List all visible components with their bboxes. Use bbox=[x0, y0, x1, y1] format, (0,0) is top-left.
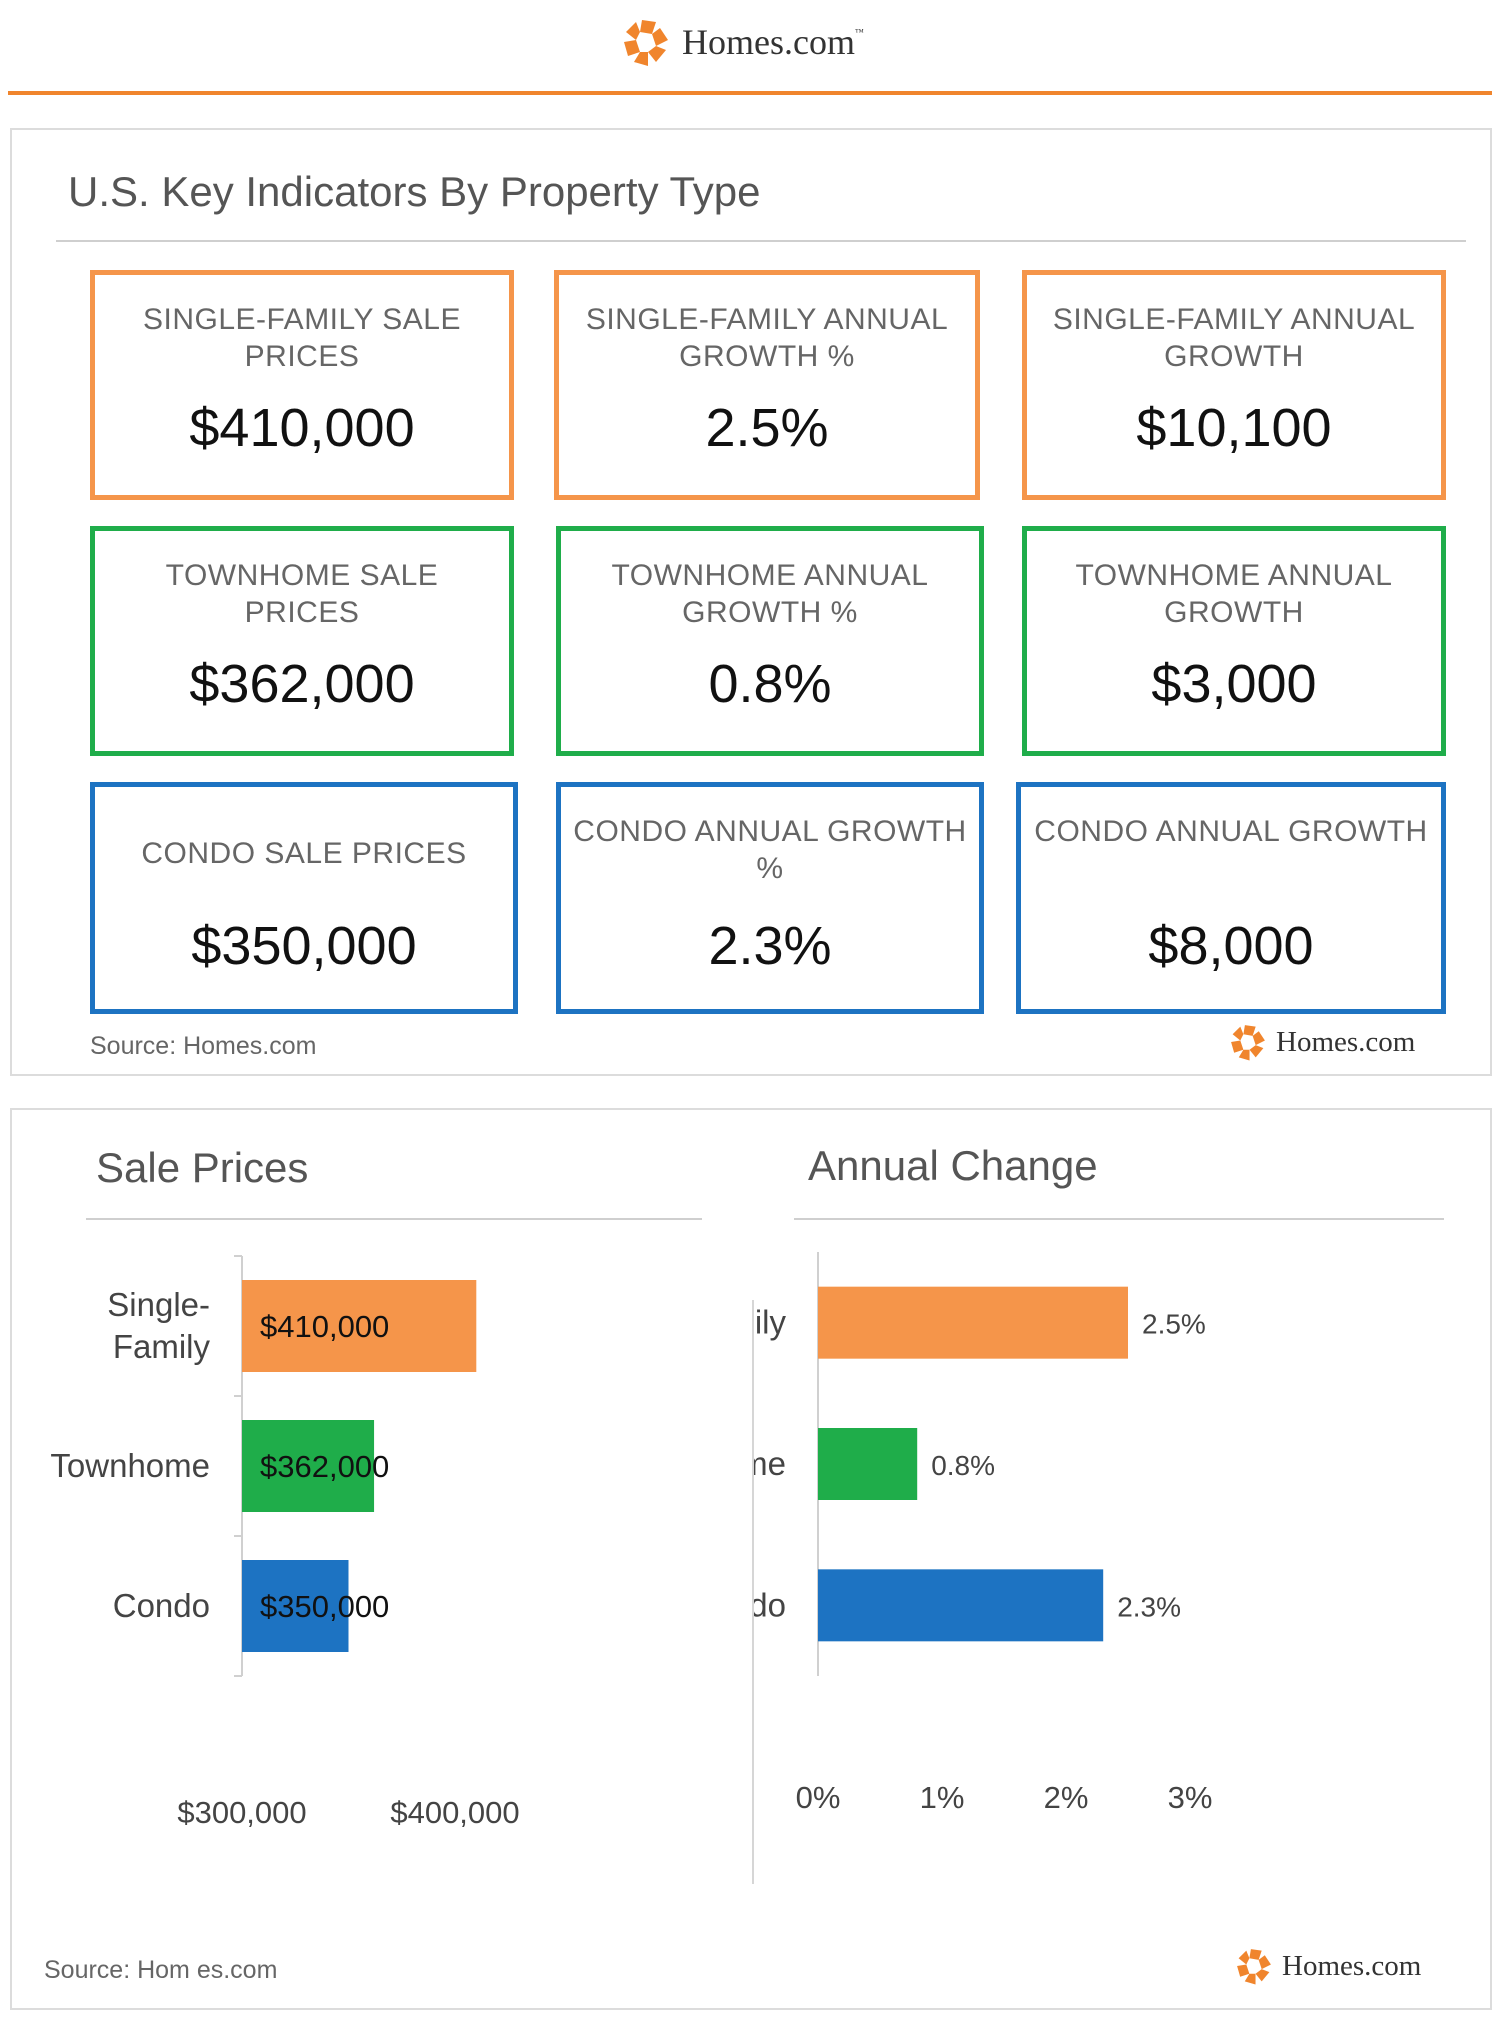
homes-logo-icon bbox=[1231, 1025, 1265, 1061]
kpi-source-note: Source: Homes.com bbox=[90, 1032, 317, 1060]
data-label: 2.5% bbox=[1142, 1309, 1206, 1340]
homes-logo-icon bbox=[624, 20, 668, 66]
data-label: $410,000 bbox=[260, 1309, 389, 1344]
category-label: Family bbox=[113, 1328, 211, 1365]
brand-name: Homes.com bbox=[1276, 1025, 1416, 1058]
kpi-card-townhome-growth: TOWNHOME ANNUAL GROWTH $3,000 bbox=[1022, 526, 1446, 756]
x-tick-label: 0% bbox=[796, 1780, 841, 1815]
kpi-card-townhome-sale-prices: TOWNHOME SALE PRICES $362,000 bbox=[90, 526, 514, 756]
data-label: $362,000 bbox=[260, 1449, 389, 1484]
header-divider bbox=[8, 91, 1492, 95]
kpi-card-value: 2.5% bbox=[705, 398, 829, 458]
kpi-card-value: $350,000 bbox=[191, 916, 417, 976]
page-header: Homes.com™ bbox=[0, 0, 1500, 95]
kpi-card-value: $410,000 bbox=[189, 398, 415, 458]
annual-change-title: Annual Change bbox=[808, 1142, 1098, 1189]
bar-condo bbox=[242, 1560, 349, 1652]
sale-prices-chart: Single- Family $410,000 Townhome $362,000 Con… bbox=[50, 1255, 520, 1830]
kpi-card-townhome-growth-pct: TOWNHOME ANNUAL GROWTH % 0.8% bbox=[556, 526, 984, 756]
category-label: Single- bbox=[107, 1286, 210, 1323]
brand-name: Homes.com bbox=[1282, 1949, 1422, 1982]
kpi-card-condo-growth-pct: CONDO ANNUAL GROWTH % 2.3% bbox=[556, 782, 984, 1014]
bar-townhome bbox=[818, 1428, 918, 1500]
charts-panel-logo: Homes.com bbox=[1234, 1946, 1421, 1986]
kpi-card-single-family-growth: SINGLE-FAMILY ANNUAL GROWTH $10,100 bbox=[1022, 270, 1446, 500]
category-label: Condo bbox=[754, 1586, 786, 1623]
kpi-card-value: 0.8% bbox=[708, 654, 832, 714]
homes-logo-icon bbox=[1237, 1949, 1271, 1985]
x-tick-label: 3% bbox=[1168, 1780, 1213, 1815]
annual-change-title-divider bbox=[794, 1218, 1444, 1220]
kpi-panel: U.S. Key Indicators By Property Type SIN… bbox=[10, 128, 1492, 1076]
sale-prices-title-divider bbox=[86, 1218, 702, 1220]
kpi-card-label: TOWNHOME ANNUAL GROWTH % bbox=[611, 559, 929, 629]
kpi-panel-title: U.S. Key Indicators By Property Type bbox=[68, 168, 761, 215]
header-logo[interactable]: Homes.com™ bbox=[620, 14, 864, 70]
kpi-card-value: $10,100 bbox=[1136, 398, 1332, 458]
kpi-title-divider bbox=[56, 240, 1466, 242]
annual-change-chart: Single-Family 2.5% Townhome 0.8% Condo 2.3% 0%… bbox=[754, 1252, 1213, 1815]
sale-prices-title: Sale Prices bbox=[96, 1144, 309, 1191]
kpi-card-label: SINGLE-FAMILY ANNUAL GROWTH bbox=[1052, 303, 1416, 373]
data-label: 2.3% bbox=[1117, 1591, 1181, 1622]
kpi-card-condo-sale-prices: CONDO SALE PRICES $350,000 bbox=[90, 782, 518, 1014]
header-brand-name: Homes.com™ bbox=[682, 22, 864, 62]
kpi-card-label: TOWNHOME SALE PRICES bbox=[165, 559, 439, 629]
chart-separator bbox=[752, 1300, 754, 1884]
kpi-card-value: $8,000 bbox=[1148, 916, 1314, 976]
x-tick-label: $400,000 bbox=[390, 1795, 519, 1830]
bar-condo bbox=[818, 1569, 1104, 1642]
kpi-card-label: TOWNHOME ANNUAL GROWTH bbox=[1075, 559, 1393, 629]
kpi-card-condo-growth: CONDO ANNUAL GROWTH $8,000 bbox=[1016, 782, 1446, 1014]
x-tick-label: $300,000 bbox=[177, 1795, 306, 1830]
category-label: Condo bbox=[113, 1587, 210, 1624]
kpi-card-label: CONDO ANNUAL GROWTH % bbox=[573, 815, 967, 885]
kpi-card-label: CONDO ANNUAL GROWTH bbox=[1034, 815, 1428, 848]
category-label: Townhome bbox=[50, 1447, 210, 1484]
kpi-panel-logo: Homes.com bbox=[1228, 1022, 1415, 1062]
kpi-card-single-family-sale-prices: SINGLE-FAMILY SALE PRICES $410,000 bbox=[90, 270, 514, 500]
data-label: 0.8% bbox=[931, 1450, 995, 1481]
kpi-card-value: 2.3% bbox=[708, 916, 832, 976]
kpi-card-value: $3,000 bbox=[1151, 654, 1317, 714]
kpi-card-label: SINGLE-FAMILY SALE PRICES bbox=[142, 303, 461, 373]
kpi-card-label: SINGLE-FAMILY ANNUAL GROWTH % bbox=[585, 303, 949, 373]
data-label: $350,000 bbox=[260, 1589, 389, 1624]
charts-panel: Sale Prices Annual Change Single- Family $… bbox=[10, 1108, 1492, 2010]
category-label: Townhome bbox=[754, 1445, 786, 1482]
kpi-card-label: CONDO SALE PRICES bbox=[141, 837, 467, 870]
category-label: Single-Family bbox=[754, 1304, 786, 1341]
x-tick-label: 2% bbox=[1044, 1780, 1089, 1815]
kpi-card-single-family-growth-pct: SINGLE-FAMILY ANNUAL GROWTH % 2.5% bbox=[554, 270, 980, 500]
kpi-card-value: $362,000 bbox=[189, 654, 415, 714]
bar-single-family bbox=[242, 1280, 477, 1372]
bar-single-family bbox=[818, 1286, 1128, 1359]
bar-townhome bbox=[242, 1420, 375, 1512]
x-tick-label: 1% bbox=[920, 1780, 965, 1815]
charts-source-note: Source: Hom es.com bbox=[44, 1956, 278, 1984]
